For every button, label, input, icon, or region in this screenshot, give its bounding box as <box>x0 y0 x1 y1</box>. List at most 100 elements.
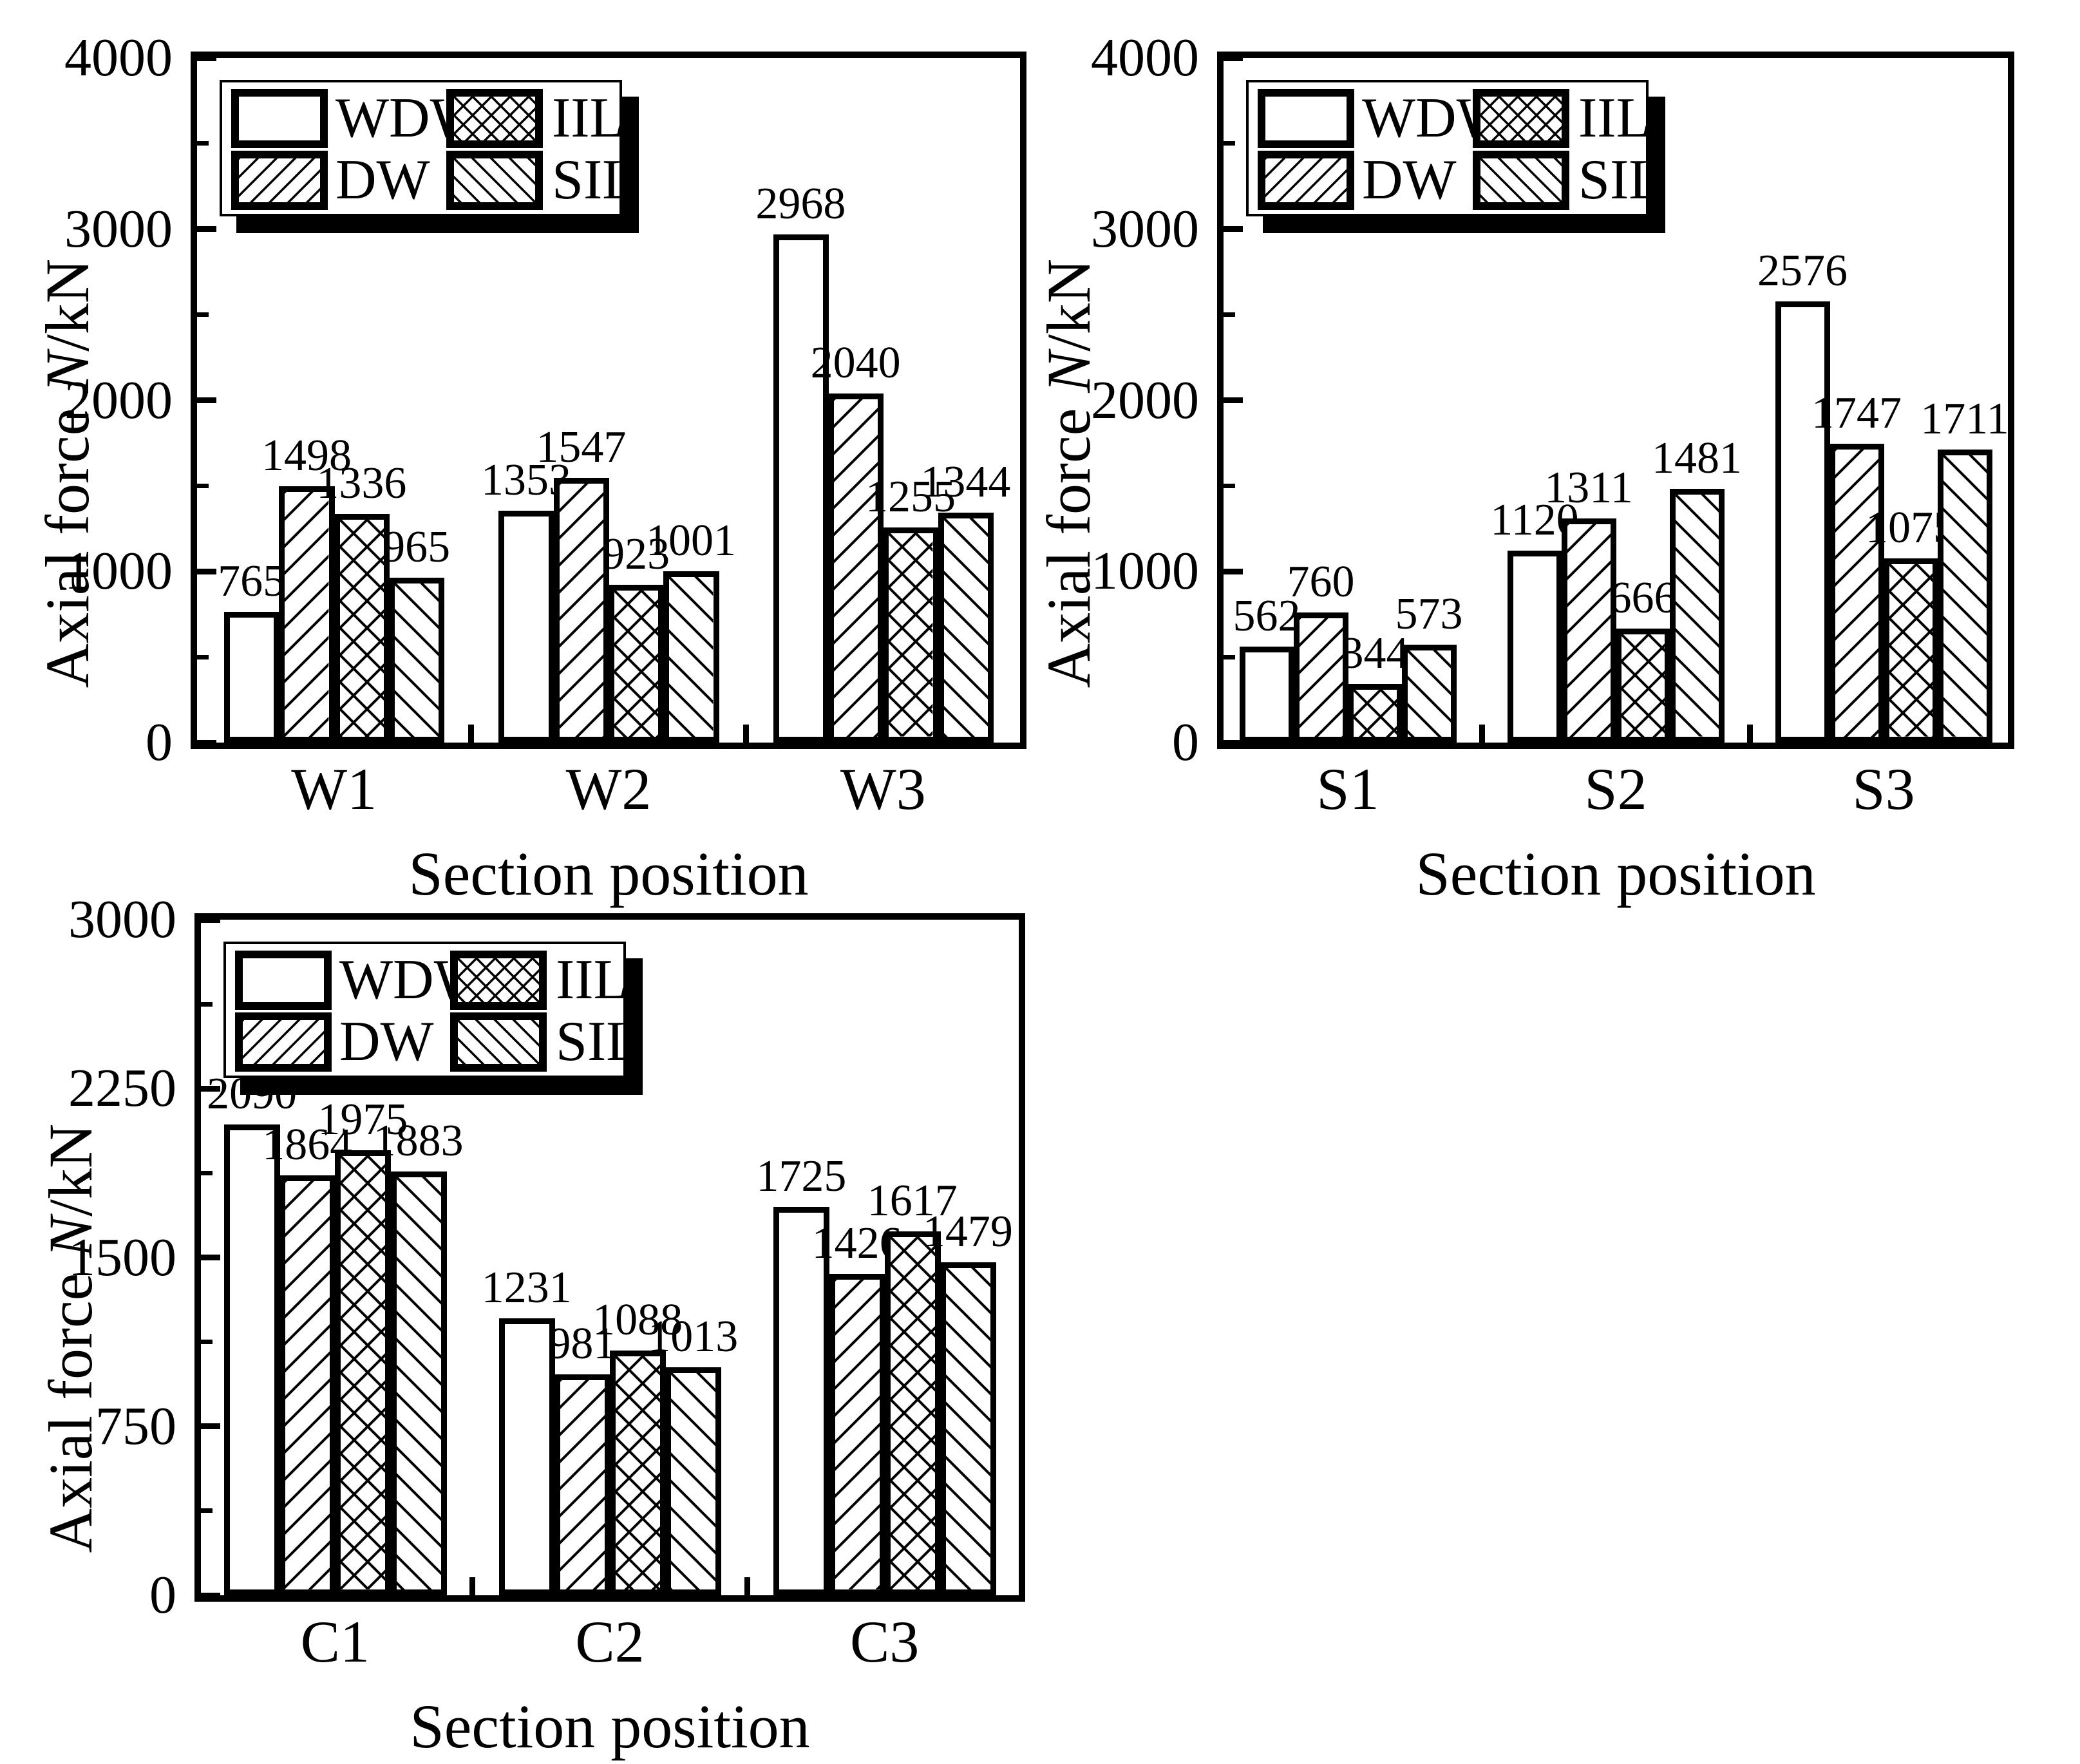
bar-value-label: 965 <box>383 522 451 572</box>
x-group-tick <box>1746 725 1753 743</box>
y-tick-label: 0 <box>149 1565 176 1625</box>
y-tick-label: 1000 <box>64 541 173 602</box>
legend-label-IIL: IIL <box>1578 87 1651 149</box>
y-tick-label: 2000 <box>1091 370 1199 430</box>
bar-value-label: 2040 <box>810 337 901 388</box>
x-tick-label-W2: W2 <box>565 756 652 822</box>
y-tick-label: 1000 <box>1091 541 1199 602</box>
bar-value-label: 562 <box>1233 591 1301 641</box>
bars-area: 2090186419751883123198110881013172514261… <box>201 920 1019 1595</box>
y-major-tick <box>201 1423 220 1430</box>
x-axis-title: Section position <box>1415 839 1816 908</box>
y-tick-label: 4000 <box>1091 28 1199 88</box>
x-axis-title: Section position <box>408 839 809 908</box>
y-axis-title-part: /kN <box>36 1123 105 1217</box>
y-major-tick <box>201 1085 220 1092</box>
x-group-tick <box>468 725 475 743</box>
x-group-tick <box>1479 725 1485 743</box>
bar-C3-SIL <box>940 1262 996 1595</box>
y-major-tick <box>197 568 216 574</box>
y-axis-title-part: N <box>1034 351 1103 393</box>
bar-C2-SIL <box>665 1367 722 1595</box>
x-tick-label-C3: C3 <box>849 1609 920 1674</box>
bar-W1-SIL <box>389 577 445 743</box>
x-group-tick <box>744 1577 750 1595</box>
y-minor-tick <box>1224 483 1235 488</box>
legend: WDW DW IIL SIL <box>223 942 643 1095</box>
bar-value-label: 1747 <box>1811 388 1902 438</box>
bar-value-label: 760 <box>1287 557 1355 607</box>
bar-value-label: 1336 <box>316 458 407 508</box>
bar-C2-WDW <box>498 1318 555 1595</box>
bar-W1-WDW <box>224 611 280 743</box>
bar-C1-DW <box>279 1175 336 1595</box>
y-major-tick <box>201 916 220 923</box>
x-group-tick <box>469 1577 476 1595</box>
bar-W3-WDW <box>773 234 829 743</box>
bar-value-label: 981 <box>548 1318 616 1369</box>
x-tick-label-S1: S1 <box>1316 756 1379 822</box>
bar-C2-DW <box>554 1374 610 1595</box>
y-minor-tick <box>201 1170 213 1175</box>
y-major-tick <box>197 397 216 403</box>
legend-label-SIL: SIL <box>552 149 637 211</box>
bar-value-label: 1975 <box>317 1095 408 1145</box>
y-axis-title: Axial force N/kN <box>1034 259 1103 688</box>
y-tick-label: 2250 <box>68 1058 176 1119</box>
y-major-tick <box>197 226 216 232</box>
y-tick-label: 0 <box>1172 712 1199 772</box>
bar-value-label: 1231 <box>481 1262 572 1313</box>
bar-value-label: 1088 <box>592 1295 683 1345</box>
bar-S1-IIL <box>1348 683 1403 743</box>
y-major-tick <box>201 1592 220 1598</box>
bar-value-label: 1711 <box>1920 394 2009 444</box>
bar-value-label: 1344 <box>920 457 1011 507</box>
bar-W1-DW <box>279 486 335 743</box>
y-tick-label: 750 <box>95 1396 176 1456</box>
bar-S1-SIL <box>1402 644 1457 743</box>
legend-swatch-DW <box>235 1012 332 1072</box>
y-minor-tick <box>201 1340 213 1345</box>
y-major-tick <box>197 55 216 61</box>
legend-label-DW: DW <box>336 149 430 211</box>
bar-C2-IIL <box>610 1350 667 1595</box>
legend-label-IIL: IIL <box>552 87 625 149</box>
bar-S3-DW <box>1829 443 1884 743</box>
bar-value-label: 573 <box>1395 589 1463 639</box>
legend-label-DW: DW <box>1362 149 1457 211</box>
bar-value-label: 344 <box>1341 628 1409 678</box>
legend-swatch-WDW <box>1258 89 1354 148</box>
y-minor-tick <box>1224 312 1235 318</box>
bar-W1-IIL <box>334 513 390 743</box>
bar-W3-IIL <box>883 527 939 743</box>
bar-C1-IIL <box>335 1150 392 1595</box>
legend-swatch-SIL <box>450 1012 547 1072</box>
bar-W2-IIL <box>609 584 665 743</box>
bar-value-label: 1481 <box>1652 433 1742 484</box>
y-axis-title-part: /kN <box>1034 258 1103 352</box>
bar-C3-WDW <box>773 1206 830 1595</box>
legend: WDW DW IIL SIL <box>1246 80 1665 233</box>
y-major-tick <box>1224 739 1243 746</box>
y-minor-tick <box>197 654 209 659</box>
bar-C3-DW <box>829 1274 885 1595</box>
bar-value-label: 765 <box>218 556 286 606</box>
y-tick-label: 3000 <box>1091 198 1199 259</box>
x-tick-label-S2: S2 <box>1584 756 1647 822</box>
y-major-tick <box>1224 55 1243 61</box>
y-axis-title-part: N <box>36 1216 105 1258</box>
y-major-tick <box>1224 397 1243 403</box>
bar-C3-IIL <box>884 1231 941 1595</box>
y-axis-title-part: Axial force <box>33 392 102 688</box>
legend-label-IIL: IIL <box>556 949 629 1011</box>
bars-area: 765 1498 1336 965 1353 1547 923 1001 2968 2040 125… <box>197 58 1020 743</box>
bar-S2-WDW <box>1508 551 1562 743</box>
bar-C1-WDW <box>224 1124 281 1595</box>
bar-W2-SIL <box>663 571 719 743</box>
y-minor-tick <box>197 312 209 318</box>
bar-value-label: 1255 <box>865 472 956 522</box>
bar-value-label: 1547 <box>536 422 627 472</box>
bar-W2-DW <box>553 477 609 743</box>
bar-value-label: 1498 <box>261 430 352 480</box>
